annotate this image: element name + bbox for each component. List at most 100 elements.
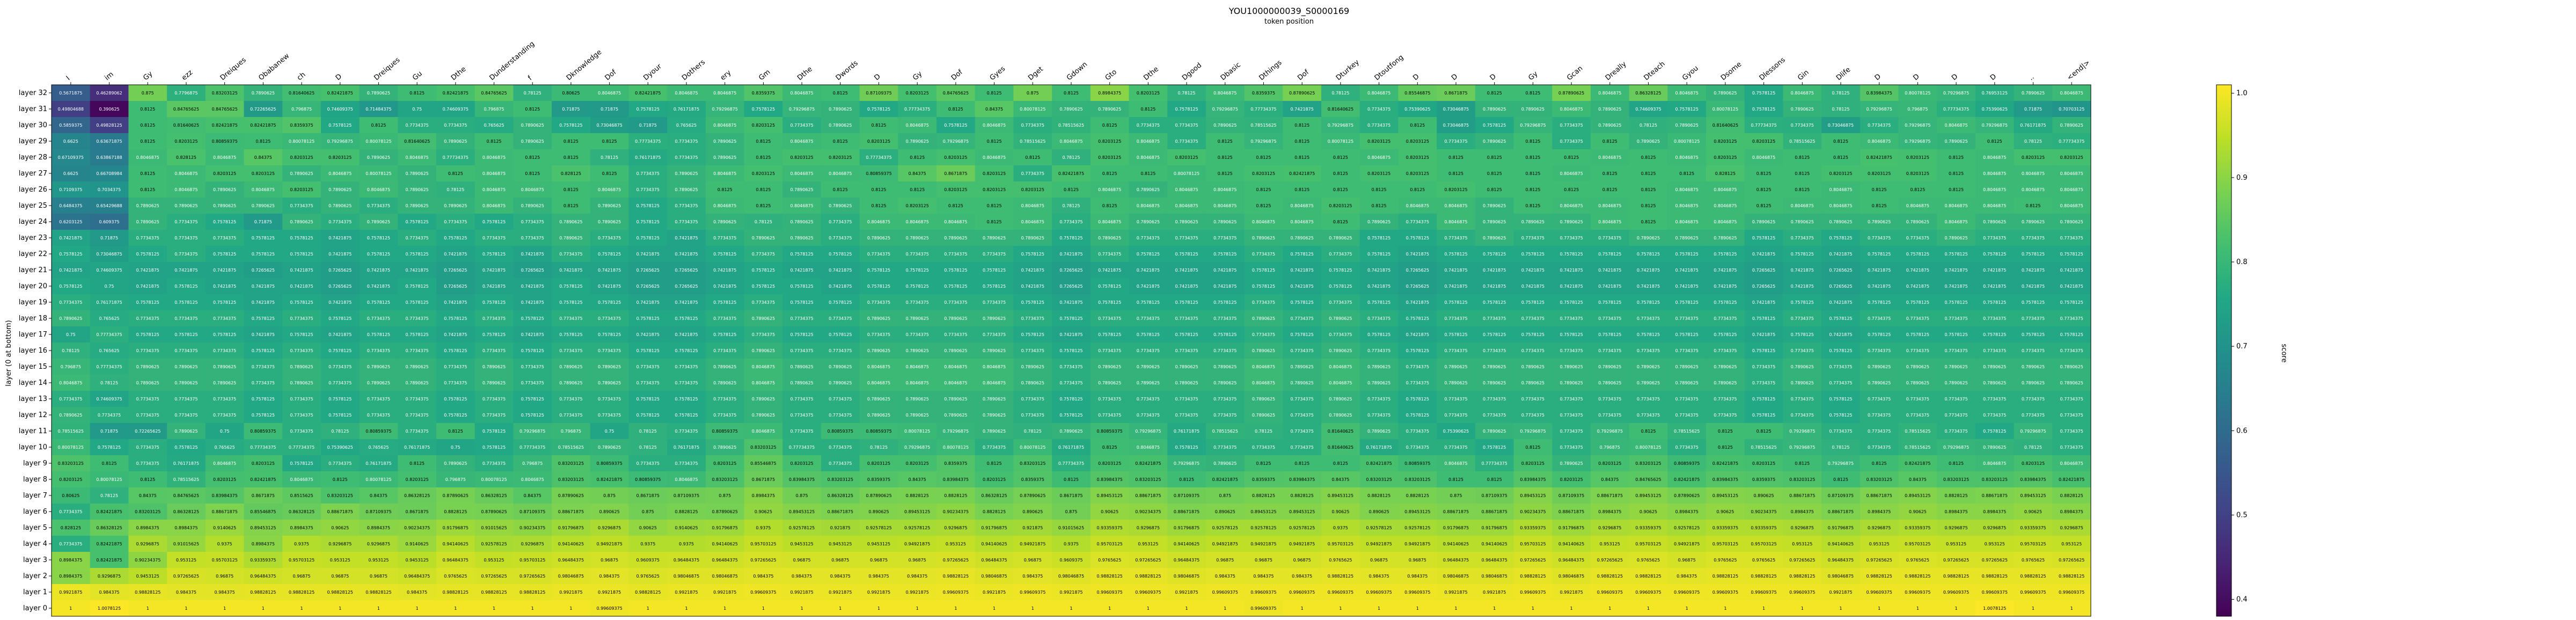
heatmap-cell bbox=[1898, 487, 1937, 504]
heatmap-cell bbox=[1398, 214, 1437, 230]
cell-value-label: 0.78515625 bbox=[1751, 445, 1776, 450]
heatmap-cell bbox=[1860, 214, 1899, 230]
cell-value-label: 0.87109375 bbox=[1828, 493, 1854, 498]
heatmap-cell bbox=[1590, 278, 1630, 295]
cell-value-label: 0.7578125 bbox=[213, 220, 236, 224]
heatmap-cell bbox=[1937, 455, 1976, 472]
heatmap-cell bbox=[1283, 101, 1322, 118]
heatmap-cell bbox=[705, 455, 745, 472]
cell-value-label: 0.8125 bbox=[1218, 155, 1233, 160]
cell-value-label: 0.7578125 bbox=[521, 413, 544, 418]
heatmap-cell bbox=[320, 471, 360, 488]
cell-value-label: 0.8984375 bbox=[1868, 509, 1891, 514]
x-tick-label: .. bbox=[2027, 73, 2036, 82]
cell-value-label: 0.79296875 bbox=[1905, 123, 1930, 128]
cell-value-label: 0.83203125 bbox=[1135, 477, 1161, 482]
cell-value-label: 0.8203125 bbox=[829, 155, 852, 160]
cell-value-label: 0.88671875 bbox=[211, 509, 237, 514]
heatmap-cell bbox=[1706, 230, 1745, 246]
cell-value-label: 0.87890625 bbox=[443, 493, 469, 498]
cell-value-label: 0.78125 bbox=[100, 381, 118, 385]
cell-value-label: 0.7265625 bbox=[444, 268, 467, 273]
cell-value-label: 0.77734375 bbox=[1482, 461, 1507, 466]
heatmap-cell bbox=[52, 246, 91, 262]
cell-value-label: 0.7734375 bbox=[59, 542, 82, 546]
cell-value-label: 0.7890625 bbox=[1483, 236, 1506, 240]
heatmap-cell bbox=[320, 520, 360, 536]
heatmap-cell bbox=[1706, 600, 1745, 617]
cell-value-label: 0.8046875 bbox=[1560, 107, 1583, 112]
cell-value-label: 0.8828125 bbox=[2060, 493, 2083, 498]
cell-value-label: 0.78125 bbox=[639, 445, 657, 450]
cell-value-label: 0.7421875 bbox=[2060, 284, 2083, 289]
cell-value-label: 0.97265625 bbox=[481, 574, 507, 579]
heatmap-cell bbox=[436, 487, 475, 504]
cell-value-label: 0.67109375 bbox=[58, 155, 84, 160]
cell-value-label: 0.8203125 bbox=[1714, 139, 1737, 144]
cell-value-label: 0.7890625 bbox=[906, 348, 929, 353]
heatmap-cell bbox=[782, 407, 822, 424]
cell-value-label: 0.8984375 bbox=[1791, 509, 1814, 514]
cell-value-label: 0.796875 bbox=[1600, 445, 1620, 450]
heatmap-cell bbox=[205, 471, 244, 488]
heatmap-cell bbox=[782, 439, 822, 456]
cell-value-label: 0.84375 bbox=[254, 155, 272, 160]
heatmap-cell bbox=[744, 391, 783, 407]
cell-value-label: 0.984375 bbox=[599, 574, 620, 579]
heatmap-cell bbox=[1590, 552, 1630, 568]
cell-value-label: 0.8046875 bbox=[1213, 187, 1236, 192]
cell-value-label: 0.7734375 bbox=[906, 332, 929, 337]
heatmap-cell bbox=[821, 568, 860, 585]
heatmap-cell bbox=[1321, 326, 1360, 343]
cell-value-label: 0.80859375 bbox=[1404, 461, 1430, 466]
heatmap-cell bbox=[320, 375, 360, 391]
heatmap-cell bbox=[1898, 471, 1937, 488]
heatmap-cell bbox=[1167, 262, 1206, 279]
cell-value-label: 0.7734375 bbox=[1560, 413, 1583, 418]
heatmap-cell bbox=[1975, 262, 2015, 279]
cell-value-label: 0.7578125 bbox=[2060, 332, 2083, 337]
cell-value-label: 0.7578125 bbox=[713, 252, 736, 257]
cell-value-label: 0.7734375 bbox=[405, 316, 428, 321]
cell-value-label: 0.78125 bbox=[62, 348, 79, 353]
heatmap-cell bbox=[821, 504, 860, 520]
heatmap-cell bbox=[128, 117, 167, 134]
cell-value-label: 0.8203125 bbox=[906, 91, 929, 96]
heatmap-cell bbox=[1975, 536, 2015, 552]
heatmap-cell bbox=[244, 487, 283, 504]
cell-value-label: 0.7890625 bbox=[1367, 364, 1391, 369]
x-tick-label: Gto bbox=[1104, 68, 1118, 82]
heatmap-cell bbox=[282, 375, 321, 391]
cell-value-label: 0.9296875 bbox=[1983, 526, 2006, 530]
heatmap-cell bbox=[1860, 439, 1899, 456]
cell-value-label: 0.82421875 bbox=[211, 123, 237, 128]
heatmap-cell bbox=[1244, 230, 1283, 246]
heatmap-cell bbox=[1437, 407, 1476, 424]
heatmap-cell bbox=[474, 359, 514, 375]
cell-value-label: 0.7265625 bbox=[636, 268, 660, 273]
heatmap-cell bbox=[898, 326, 937, 343]
cell-value-label: 0.7578125 bbox=[1483, 252, 1506, 257]
cell-value-label: 0.88671875 bbox=[1443, 509, 1469, 514]
heatmap-cell bbox=[320, 536, 360, 552]
heatmap-cell bbox=[1359, 149, 1399, 166]
cell-value-label: 0.8125 bbox=[756, 139, 771, 144]
heatmap-cell bbox=[90, 584, 129, 601]
heatmap-cell bbox=[2052, 149, 2091, 166]
x-tick-label: Dlife bbox=[1835, 65, 1852, 82]
heatmap-cell bbox=[320, 391, 360, 407]
heatmap-cell bbox=[1898, 326, 1937, 343]
cell-value-label: 0.7578125 bbox=[598, 332, 621, 337]
heatmap-cell bbox=[1590, 455, 1630, 472]
heatmap-cell bbox=[1090, 487, 1130, 504]
heatmap-cell bbox=[1013, 149, 1052, 166]
cell-value-label: 0.83203125 bbox=[1366, 477, 1392, 482]
heatmap-cell bbox=[1744, 536, 1783, 552]
heatmap-cell bbox=[1744, 181, 1783, 198]
cell-value-label: 0.8125 bbox=[487, 139, 502, 144]
heatmap-cell bbox=[1821, 552, 1861, 568]
cell-value-label: 0.8125 bbox=[1795, 187, 1810, 192]
heatmap-cell bbox=[1090, 391, 1130, 407]
heatmap-cell bbox=[1321, 117, 1360, 134]
cell-value-label: 0.7734375 bbox=[328, 364, 352, 369]
